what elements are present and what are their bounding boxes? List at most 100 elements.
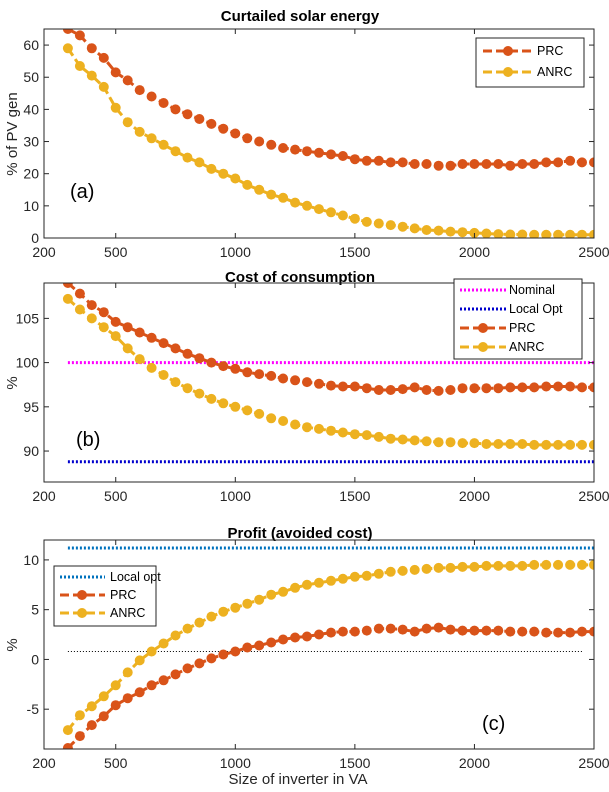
chart-b-series-anrc-point: [349, 429, 360, 440]
chart-a-legend-box: [475, 37, 585, 88]
chart-b-series-prc-point: [337, 381, 348, 392]
chart-a-legend-prc-label: PRC: [537, 44, 563, 58]
chart-a-panel-label: (a): [70, 181, 94, 203]
chart-b-series-prc-point: [589, 382, 594, 393]
chart-a-xtick-label: 1500: [339, 244, 370, 260]
chart-b-series-anrc-point: [565, 439, 576, 450]
chart-b-series-anrc-point: [373, 431, 384, 442]
chart-a-xtick-label: 200: [32, 244, 56, 260]
chart-c-series-prc-point: [110, 700, 121, 711]
chart-a-series-anrc-point: [98, 81, 109, 92]
chart-b-series-anrc-point: [146, 362, 157, 373]
chart-a-series-prc-point: [218, 123, 229, 134]
chart-b-series-prc-point: [529, 382, 540, 393]
chart-a-series-anrc-point: [122, 117, 133, 128]
chart-a-series-prc-point: [517, 159, 528, 169]
chart-a-series-prc-point: [409, 159, 420, 169]
chart-c-series-anrc-point: [385, 566, 396, 577]
chart-a-ytick-label: 60: [23, 37, 39, 53]
chart-b-series-anrc-point: [74, 304, 85, 315]
chart-b-legend-nominal-label: Nominal: [509, 283, 555, 297]
chart-a-series-anrc-point: [481, 228, 492, 238]
chart-b-xtick-label: 2000: [459, 488, 490, 504]
chart-b: Cost of consumption % 200 500 1000 1500 2000…: [4, 269, 609, 504]
chart-b-xtick-label: 500: [104, 488, 128, 504]
chart-b-series-anrc-point: [230, 401, 241, 412]
chart-a-series-anrc-point: [469, 227, 480, 238]
chart-a-series-anrc-point: [266, 189, 277, 200]
chart-c-xtick-label: 2000: [459, 755, 490, 771]
chart-c-series-anrc-point: [206, 611, 217, 622]
chart-b-xtick-label: 1500: [339, 488, 370, 504]
chart-c-series-anrc-point: [433, 562, 444, 573]
chart-b-series-anrc-point: [290, 419, 301, 430]
chart-b-series-prc-point: [577, 382, 587, 393]
chart-a-series-anrc-point: [433, 225, 444, 236]
chart-a-series-anrc-point: [278, 192, 289, 203]
chart-c-series-prc-point: [86, 720, 97, 731]
chart-b-series-anrc-point: [361, 430, 372, 441]
chart-a-xtick-label: 2500: [578, 244, 609, 260]
chart-b-series-anrc-point: [134, 354, 145, 365]
chart-a-xtick-label: 500: [104, 244, 128, 260]
chart-b-ytick-label: 100: [16, 355, 40, 371]
chart-b-ytick-label: 90: [23, 443, 39, 459]
chart-c-ytick-label: 5: [31, 602, 39, 618]
chart-c-series-anrc-point: [314, 577, 324, 588]
chart-a-series-anrc-point: [158, 139, 169, 150]
chart-c-series-anrc-point: [517, 560, 528, 571]
chart-b-series-anrc-point: [302, 422, 312, 433]
chart-a-series-anrc-point: [194, 157, 205, 168]
chart-b-series-anrc-point: [242, 405, 253, 416]
chart-a-legend-anrc-label: ANRC: [537, 65, 572, 79]
chart-b-xtick-label: 200: [32, 488, 56, 504]
chart-a-series-prc-point: [122, 75, 133, 86]
chart-c-series-prc-point: [589, 626, 594, 637]
chart-b-series-anrc-point: [385, 433, 396, 444]
chart-a-series-prc-point: [158, 98, 169, 108]
chart-c-series-prc-point: [290, 632, 301, 643]
chart-a-series-anrc-point: [493, 229, 504, 238]
chart-b-series-anrc-point: [529, 439, 540, 450]
chart-b-series-prc-point: [421, 385, 432, 395]
chart-b-series-anrc-point: [409, 435, 420, 446]
chart-c-series-anrc-point: [326, 575, 336, 586]
chart-c-legend-anrc-label: ANRC: [110, 606, 145, 620]
chart-b-series-anrc-point: [541, 439, 552, 450]
chart-a-series-prc-point: [182, 109, 193, 120]
chart-a-series-prc-point: [194, 114, 205, 124]
chart-c-series-prc-point: [481, 625, 492, 636]
chart-a-series-anrc-point: [565, 229, 576, 238]
chart-a-ytick-label: 20: [23, 166, 39, 182]
chart-b-series-prc-point: [110, 316, 121, 327]
chart-c-axes-box: [43, 539, 595, 750]
chart-b-series-anrc-point: [122, 343, 133, 354]
chart-b-series-prc-point: [314, 378, 324, 389]
chart-c-series-prc-point: [230, 646, 241, 657]
chart-b-series-anrc-point: [421, 436, 432, 447]
chart-a-series-anrc-point: [86, 70, 97, 81]
chart-c-series-anrc-point: [146, 646, 157, 657]
chart-c-series-prc-point: [182, 663, 193, 674]
chart-b-series-prc-point: [170, 343, 181, 354]
chart-a-series-anrc-point: [553, 229, 564, 238]
chart-c-series-prc-point: [469, 625, 480, 636]
chart-a-series-anrc-point: [445, 226, 456, 237]
chart-c-series-prc-point: [302, 631, 312, 642]
chart-c-series-anrc-point: [553, 559, 564, 570]
chart-b-series-anrc-point: [98, 322, 109, 333]
chart-b-series-prc-point: [254, 369, 265, 380]
chart-a-series-prc-point: [589, 157, 594, 168]
chart-b-series-anrc-point: [577, 439, 587, 450]
chart-a-series-prc-point: [230, 128, 241, 139]
chart-b-series-prc-point: [278, 373, 289, 384]
chart-c-series-prc-point: [266, 637, 277, 648]
chart-b-series-prc-point: [230, 363, 241, 374]
chart-c-legend: Local opt PRC ANRC: [53, 565, 161, 627]
chart-b-series-anrc-point: [62, 293, 73, 304]
chart-c-series-prc-point: [62, 743, 73, 749]
chart-c-series-prc-point: [194, 658, 205, 669]
chart-b-series-prc-point: [122, 322, 133, 333]
chart-c-series-anrc-point: [529, 559, 540, 570]
